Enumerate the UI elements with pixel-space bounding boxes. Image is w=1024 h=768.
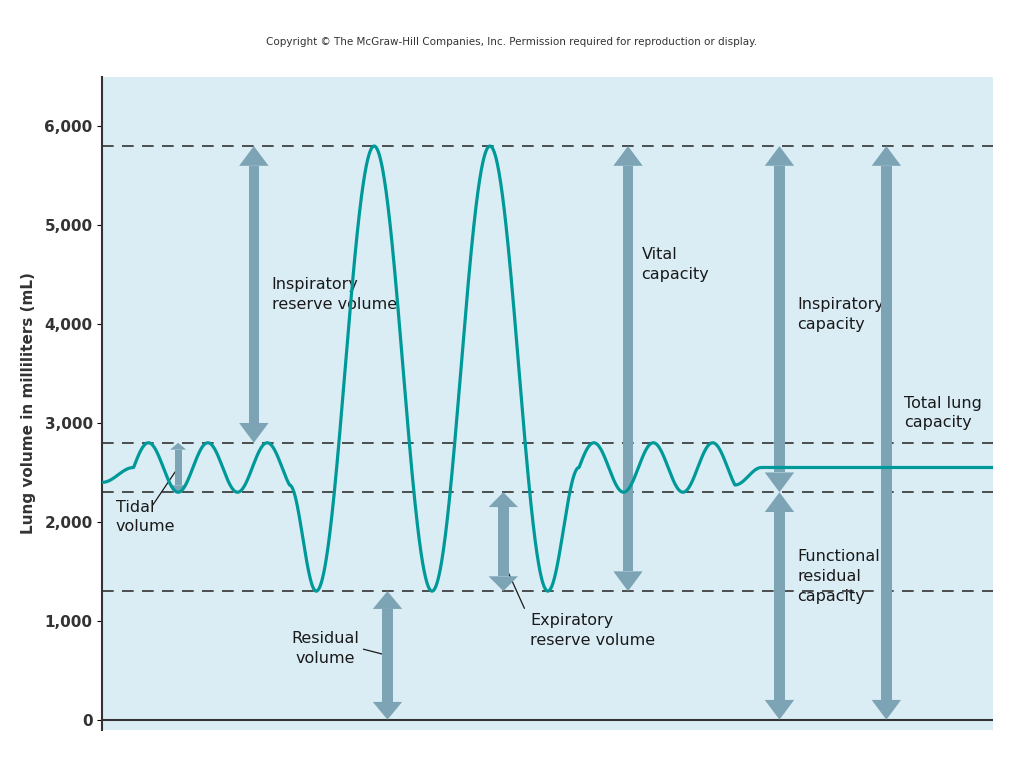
Polygon shape [373, 591, 402, 609]
Polygon shape [765, 472, 795, 492]
Polygon shape [170, 485, 186, 492]
Polygon shape [170, 443, 186, 450]
Bar [774, 166, 784, 472]
Text: Tidal
volume: Tidal volume [116, 499, 175, 535]
Text: Vital
capacity: Vital capacity [641, 247, 710, 282]
Bar [382, 609, 393, 702]
Polygon shape [488, 492, 518, 507]
Polygon shape [613, 571, 643, 591]
Polygon shape [765, 146, 795, 166]
Polygon shape [765, 492, 795, 512]
Text: Copyright © The McGraw-Hill Companies, Inc. Permission required for reproduction: Copyright © The McGraw-Hill Companies, I… [266, 37, 758, 48]
Polygon shape [765, 700, 795, 720]
Bar [881, 166, 892, 700]
Bar [498, 507, 509, 576]
Text: Residual
volume: Residual volume [291, 631, 359, 666]
Text: Functional
residual
capacity: Functional residual capacity [798, 549, 880, 604]
Bar [174, 450, 181, 485]
Polygon shape [613, 146, 643, 166]
Polygon shape [488, 576, 518, 591]
Polygon shape [240, 423, 268, 443]
Text: Inspiratory
reserve volume: Inspiratory reserve volume [271, 277, 396, 312]
Text: Expiratory
reserve volume: Expiratory reserve volume [530, 614, 655, 648]
Y-axis label: Lung volume in milliliters (mL): Lung volume in milliliters (mL) [22, 273, 36, 534]
Polygon shape [240, 146, 268, 166]
Bar [623, 166, 634, 571]
Text: Inspiratory
capacity: Inspiratory capacity [798, 296, 884, 332]
Polygon shape [373, 702, 402, 720]
Bar [774, 512, 784, 700]
Polygon shape [871, 146, 901, 166]
Bar [249, 166, 259, 423]
Text: Total lung
capacity: Total lung capacity [904, 396, 982, 431]
Polygon shape [871, 700, 901, 720]
